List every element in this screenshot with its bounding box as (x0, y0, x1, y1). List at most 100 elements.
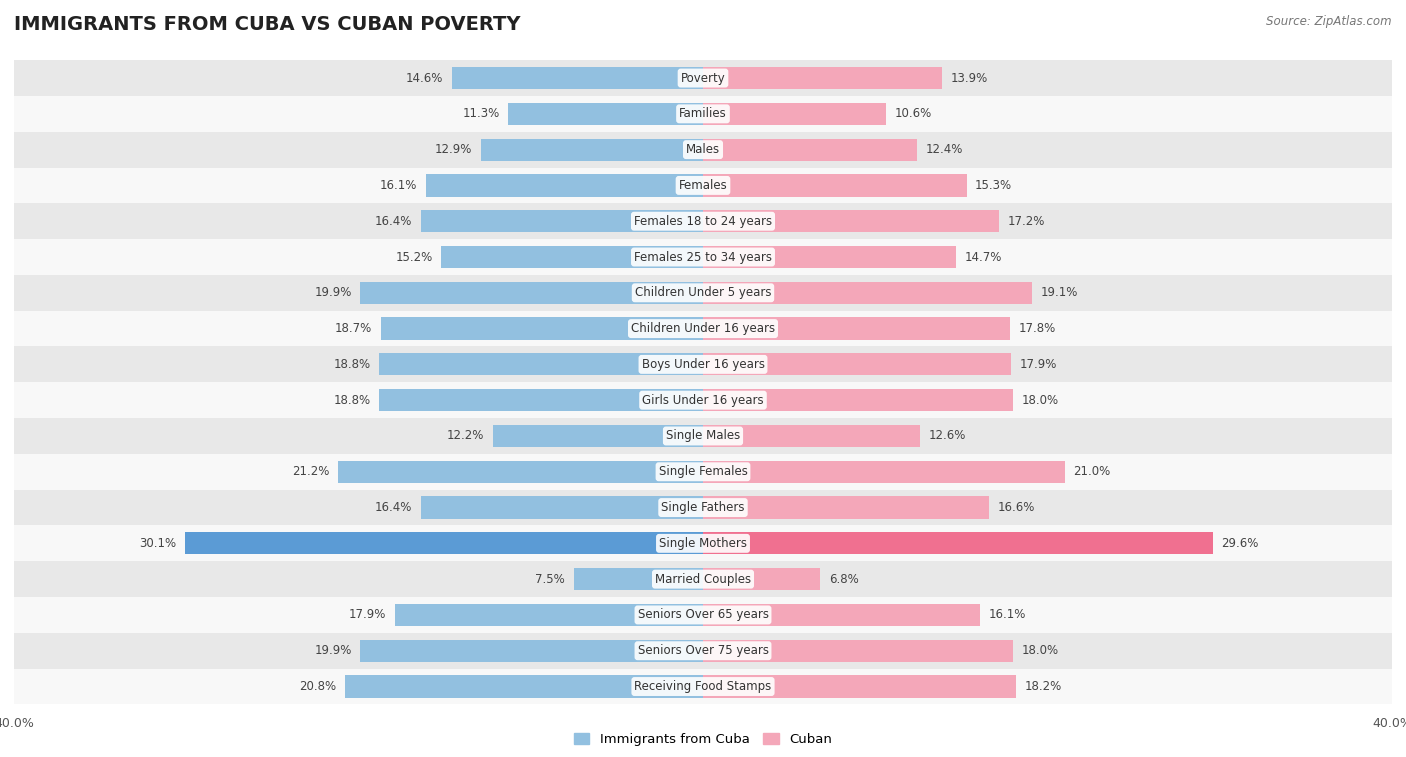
Text: IMMIGRANTS FROM CUBA VS CUBAN POVERTY: IMMIGRANTS FROM CUBA VS CUBAN POVERTY (14, 15, 520, 34)
Bar (703, 568, 820, 590)
Text: Families: Families (679, 107, 727, 120)
Bar (703, 425, 920, 447)
Text: 14.6%: 14.6% (405, 72, 443, 85)
Bar (14, 561, 1392, 597)
Text: Males: Males (686, 143, 720, 156)
Text: 16.6%: 16.6% (997, 501, 1035, 514)
Bar (703, 210, 1000, 232)
Text: 15.3%: 15.3% (976, 179, 1012, 192)
Bar (703, 174, 966, 197)
Text: 19.9%: 19.9% (315, 286, 352, 299)
Bar (703, 103, 886, 125)
Text: 16.4%: 16.4% (374, 501, 412, 514)
Bar (14, 525, 1392, 561)
Bar (14, 239, 1392, 275)
Text: Children Under 16 years: Children Under 16 years (631, 322, 775, 335)
Text: 12.6%: 12.6% (928, 429, 966, 443)
Bar (14, 310, 1392, 347)
Text: 16.1%: 16.1% (380, 179, 418, 192)
Text: 29.6%: 29.6% (1222, 537, 1258, 550)
Bar (703, 246, 956, 268)
Bar (14, 633, 1392, 668)
Text: 12.9%: 12.9% (434, 143, 472, 156)
Bar (360, 640, 703, 662)
Bar (703, 317, 1010, 340)
Text: Single Females: Single Females (658, 466, 748, 478)
Text: 6.8%: 6.8% (828, 572, 859, 586)
Bar (703, 67, 942, 89)
Bar (395, 604, 703, 626)
Text: 17.9%: 17.9% (1019, 358, 1057, 371)
Bar (703, 389, 1012, 411)
Bar (426, 174, 703, 197)
Bar (14, 597, 1392, 633)
Text: 18.0%: 18.0% (1022, 394, 1059, 407)
Bar (481, 139, 703, 160)
Bar (14, 60, 1392, 96)
Bar (441, 246, 703, 268)
Text: 16.4%: 16.4% (374, 215, 412, 228)
Text: Females 25 to 34 years: Females 25 to 34 years (634, 251, 772, 263)
Text: Single Males: Single Males (666, 429, 740, 443)
Bar (360, 282, 703, 304)
Text: 18.2%: 18.2% (1025, 680, 1063, 693)
Bar (344, 675, 703, 698)
Text: Married Couples: Married Couples (655, 572, 751, 586)
Text: 7.5%: 7.5% (536, 572, 565, 586)
Bar (420, 210, 703, 232)
Text: 13.9%: 13.9% (950, 72, 988, 85)
Text: Seniors Over 65 years: Seniors Over 65 years (637, 609, 769, 621)
Text: 15.2%: 15.2% (395, 251, 433, 263)
Text: Girls Under 16 years: Girls Under 16 years (643, 394, 763, 407)
Text: 10.6%: 10.6% (894, 107, 931, 120)
Text: 18.8%: 18.8% (333, 394, 371, 407)
Text: Receiving Food Stamps: Receiving Food Stamps (634, 680, 772, 693)
Bar (703, 461, 1064, 483)
Bar (14, 382, 1392, 418)
Bar (380, 389, 703, 411)
Text: 18.0%: 18.0% (1022, 644, 1059, 657)
Text: 21.0%: 21.0% (1073, 466, 1111, 478)
Text: 30.1%: 30.1% (139, 537, 176, 550)
Text: Source: ZipAtlas.com: Source: ZipAtlas.com (1267, 15, 1392, 28)
Bar (14, 668, 1392, 705)
Bar (494, 425, 703, 447)
Bar (703, 604, 980, 626)
Legend: Immigrants from Cuba, Cuban: Immigrants from Cuba, Cuban (568, 727, 838, 751)
Bar (14, 454, 1392, 490)
Bar (420, 497, 703, 519)
Bar (703, 640, 1012, 662)
Bar (703, 532, 1213, 554)
Text: 11.3%: 11.3% (463, 107, 499, 120)
Bar (14, 347, 1392, 382)
Bar (337, 461, 703, 483)
Text: 17.2%: 17.2% (1008, 215, 1045, 228)
Bar (703, 497, 988, 519)
Bar (14, 96, 1392, 132)
Text: Children Under 5 years: Children Under 5 years (634, 286, 772, 299)
Bar (703, 675, 1017, 698)
Bar (14, 418, 1392, 454)
Text: Poverty: Poverty (681, 72, 725, 85)
Text: 21.2%: 21.2% (292, 466, 329, 478)
Text: 18.7%: 18.7% (335, 322, 373, 335)
Bar (14, 490, 1392, 525)
Bar (703, 139, 917, 160)
Text: 17.9%: 17.9% (349, 609, 387, 621)
Text: 20.8%: 20.8% (299, 680, 336, 693)
Bar (574, 568, 703, 590)
Text: 12.2%: 12.2% (447, 429, 484, 443)
Text: Single Fathers: Single Fathers (661, 501, 745, 514)
Bar (509, 103, 703, 125)
Bar (451, 67, 703, 89)
Bar (184, 532, 703, 554)
Text: 18.8%: 18.8% (333, 358, 371, 371)
Text: 16.1%: 16.1% (988, 609, 1026, 621)
Text: Single Mothers: Single Mothers (659, 537, 747, 550)
Text: 14.7%: 14.7% (965, 251, 1002, 263)
Bar (381, 317, 703, 340)
Text: Females 18 to 24 years: Females 18 to 24 years (634, 215, 772, 228)
Text: 17.8%: 17.8% (1018, 322, 1056, 335)
Bar (703, 354, 1011, 375)
Text: 19.1%: 19.1% (1040, 286, 1078, 299)
